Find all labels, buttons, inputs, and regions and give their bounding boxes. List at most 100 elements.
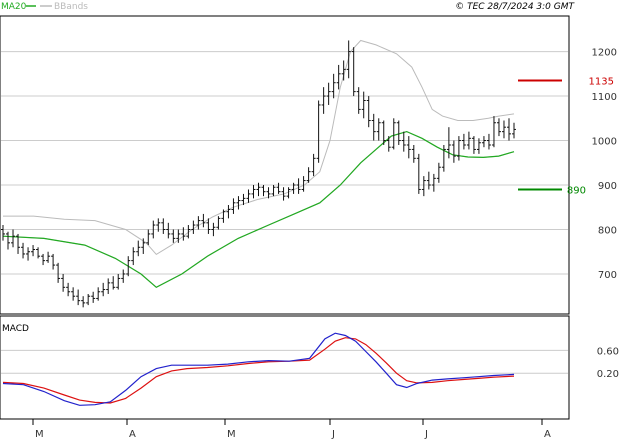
macd-line: [2, 332, 515, 406]
ohlc-bar: [376, 118, 381, 141]
chart-header: MA20 BBands © TEC 28/7/2024 3:0 GMT: [1, 2, 576, 12]
ohlc-bar: [286, 187, 291, 199]
ohlc-bar: [51, 253, 56, 270]
ohlc-bar: [176, 229, 181, 243]
ohlc-bar: [356, 87, 361, 114]
copyright-text: © TEC 28/7/2024 3:0 GMT: [455, 2, 575, 12]
ohlc-bar: [481, 136, 486, 148]
ma20-legend-label: MA20: [1, 2, 27, 12]
price-tick-label: 1200: [592, 48, 617, 59]
ohlc-bar: [266, 187, 271, 199]
ohlc-bar: [161, 218, 166, 234]
ohlc-bar: [361, 91, 366, 119]
macd-y-axis: 0.20 0.60: [597, 346, 619, 380]
ohlc-bar: [491, 116, 496, 148]
ohlc-bar: [166, 222, 171, 239]
ohlc-bar: [316, 100, 321, 163]
ohlc-bar: [421, 176, 426, 197]
ohlc-bar: [321, 87, 326, 114]
ohlc-bar: [156, 218, 161, 232]
ohlc-bar: [271, 185, 276, 197]
ohlc-bar: [261, 185, 266, 197]
ohlc-bar: [61, 273, 66, 292]
ohlc-bar: [236, 196, 241, 210]
ohlc-bar: [456, 136, 461, 161]
ohlc-bar: [231, 198, 236, 214]
ohlc-bar: [11, 229, 16, 248]
ohlc-bar: [512, 122, 516, 139]
ohlc-bar: [26, 247, 31, 261]
ohlc-bar: [471, 136, 476, 154]
ohlc-bar: [346, 40, 351, 79]
ohlc-bar: [406, 136, 411, 159]
ohlc-bar: [401, 131, 406, 152]
ohlc-bar: [36, 247, 41, 259]
ohlc-bar: [461, 133, 466, 150]
ohlc-bar: [206, 218, 211, 234]
ohlc-bar: [71, 287, 76, 301]
ohlc-bar: [226, 205, 231, 219]
ohlc-bar: [171, 229, 176, 243]
ohlc-bar: [296, 178, 301, 194]
ohlc-bar: [21, 242, 26, 259]
ohlc-bar: [141, 238, 146, 254]
ohlc-bar: [216, 216, 221, 230]
ohlc-bar: [201, 213, 206, 228]
ohlc-bar: [126, 256, 131, 277]
ohlc-bar: [386, 136, 391, 152]
x-tick-label: M: [35, 429, 44, 440]
ohlc-bar: [101, 282, 106, 297]
ohlc-bar: [111, 276, 116, 290]
ohlc-bar: [426, 171, 431, 190]
ohlc-bar: [411, 144, 416, 163]
macd-panel: MACD 0.20 0.60: [0, 315, 619, 420]
ohlc-bar: [336, 64, 341, 90]
bband-lower-line: [3, 39, 515, 256]
ohlc-bar: [81, 296, 86, 308]
ohlc-bar: [181, 227, 186, 241]
ohlc-bar: [196, 216, 201, 230]
ohlc-bar: [1, 225, 5, 241]
price-tick-label: 800: [598, 225, 617, 236]
ohlc-bar: [31, 245, 36, 257]
ohlc-bar: [211, 222, 216, 237]
ohlc-bar: [466, 131, 471, 150]
ma20-path: [2, 130, 515, 289]
price-tick-label: 900: [598, 181, 617, 192]
ohlc-bar: [241, 193, 246, 206]
ohlc-bar: [281, 187, 286, 201]
ohlc-bar: [246, 189, 251, 203]
resistance-label: 1135: [589, 76, 614, 87]
price-tick-label: 1000: [592, 137, 617, 148]
ohlc-bar: [46, 251, 51, 263]
ohlc-bar: [416, 153, 421, 194]
ohlc-bar: [351, 47, 356, 97]
ohlc-bars: [1, 40, 516, 308]
ohlc-bar: [76, 289, 81, 306]
macd-tick-label: 0.20: [597, 369, 619, 380]
ohlc-bar: [366, 96, 371, 128]
ohlc-bar: [391, 118, 396, 150]
ohlc-bar: [306, 167, 311, 183]
ohlc-bar: [446, 127, 451, 159]
ohlc-bar: [441, 144, 446, 172]
ohlc-bar: [91, 291, 96, 303]
ohlc-bar: [436, 162, 441, 183]
macd-tick-label: 0.60: [597, 346, 619, 357]
price-panel: 1135 890 700 800 900 1000 1100 1200: [0, 15, 617, 315]
ohlc-bar: [506, 118, 511, 141]
price-panel-frame: [0, 15, 570, 315]
macd-lines: [2, 332, 515, 406]
x-tick-label: J: [331, 429, 335, 440]
ohlc-bar: [381, 120, 386, 145]
ohlc-bar: [116, 273, 121, 290]
support-label: 890: [567, 185, 586, 196]
ohlc-bar: [301, 176, 306, 192]
ohlc-bar: [56, 262, 61, 283]
ohlc-bar: [146, 229, 151, 246]
ohlc-bar: [451, 140, 456, 163]
ohlc-bar: [251, 185, 256, 199]
ohlc-bar: [311, 153, 316, 177]
ohlc-bar: [6, 231, 11, 250]
macd-panel-frame: [0, 315, 570, 420]
